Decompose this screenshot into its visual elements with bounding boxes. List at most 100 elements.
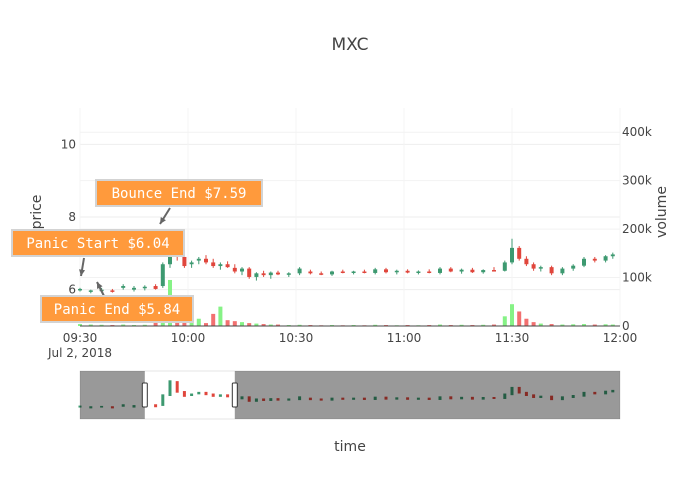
candle [340,269,345,274]
volume-bar [524,318,529,326]
rangeslider-candle [298,396,302,401]
volume-bar [268,324,273,326]
candle [218,262,223,270]
candle-body [240,268,244,272]
price-tick-label: 6 [68,283,76,297]
time-tick-label: 10:00 [171,331,206,345]
rangeslider-candle [204,391,208,396]
candle [571,264,576,271]
candle-body [121,286,126,288]
candle [211,258,216,268]
rangeslider-mask-right [234,371,621,419]
candle-body [286,273,291,275]
candle-body [297,268,302,274]
candle [319,271,324,276]
annotation-box [95,179,263,207]
candle-body [502,262,507,271]
candle [78,287,82,292]
candle-body [211,262,216,267]
rangeslider-handle-left[interactable] [141,382,148,408]
candle-body [492,270,496,272]
rangeslider-candle [470,396,474,400]
volume-bar [481,324,486,326]
rangeslider-candle [449,396,453,400]
candle [286,272,291,277]
candle-body [340,271,345,273]
volume-bar [153,322,158,326]
candle [132,286,136,292]
candle-body [524,258,529,265]
rangeslider-handle-right[interactable] [231,382,238,408]
time-tick-label: 10:30 [279,331,314,345]
volume-bar [261,324,266,326]
candle [330,270,334,276]
candle [160,262,165,288]
candle-body [182,256,187,267]
volume-bar [531,322,536,326]
candle-body [319,273,324,275]
volume-bar [254,323,259,326]
rangeslider-candle [517,386,521,394]
candle [121,284,126,290]
annotation-arrowhead [79,269,86,276]
volume-bar [218,306,223,326]
candle [232,264,237,274]
volume-bar [99,324,104,326]
volume-bar [510,304,514,326]
volume-bar [459,324,464,326]
candle-body [448,268,453,272]
candle-body [218,264,223,267]
rangeslider-candle [503,393,507,399]
candle-body [196,258,201,261]
candle-body [582,258,586,266]
annotation: Panic End $5.84 [40,281,194,323]
candle [247,267,252,279]
candle [196,256,201,265]
candle [110,288,115,293]
annotation-arrowhead [97,282,103,289]
candle [405,269,410,274]
candle-body [560,268,565,274]
candle-body [362,271,367,273]
candle [481,269,486,274]
rangeslider-candle [362,397,366,400]
candle [448,267,453,273]
rangeslider-candle [218,394,222,397]
candle [531,262,536,271]
rangeslider-candle [560,396,564,401]
rangeslider-candle [89,406,93,409]
candle [427,269,432,274]
rangeslider-candle [182,391,186,397]
rangeslider-candle [287,398,291,401]
candle [297,267,302,276]
rangeslider-candle [330,397,334,401]
x-axis-title: time [334,439,366,455]
candle-body [204,258,208,263]
rangeslider-candle [211,393,215,397]
rangeslider-candle [460,396,464,400]
volume-bar [373,324,378,326]
candle [560,267,565,276]
rangeslider-candle [604,390,608,395]
candle-body [132,287,136,290]
rangeslider-candle [262,398,266,401]
candle [276,270,280,276]
candle [182,255,187,268]
candle [308,269,313,275]
volume-bar [211,313,216,326]
candle [524,256,529,267]
volume-bar [517,311,522,326]
rangeslider-candle [406,397,410,400]
rangeslider-candle [100,405,104,408]
rangeslider-candle [593,391,597,395]
candle [240,267,244,276]
candle [549,265,554,276]
candle-body [254,273,259,277]
candle [470,267,475,273]
y-axis-right-title: volume [654,186,670,238]
candle [538,265,543,272]
volume-tick-label: 0 [622,319,630,333]
candle [592,256,597,263]
rangeslider-candle [197,391,201,395]
volume-bar [196,318,201,326]
